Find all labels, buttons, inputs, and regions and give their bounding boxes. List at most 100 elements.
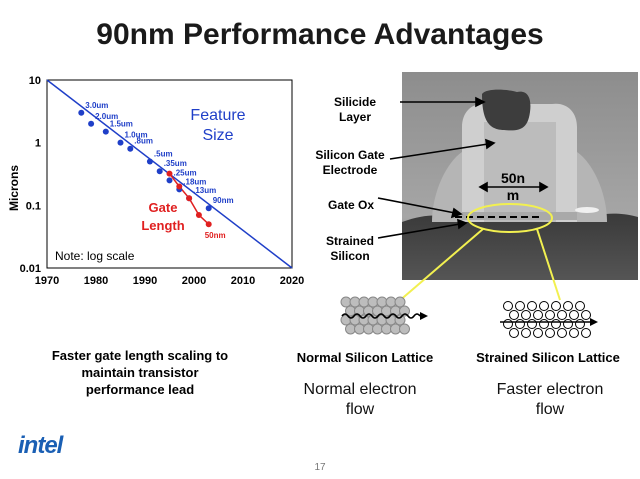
feature-size-legend-line1: Feature [190, 107, 245, 124]
highlight-line-strained [536, 228, 561, 301]
page-number: 17 [314, 462, 326, 473]
lattice-atom [527, 319, 537, 329]
normal-silicon-lattice-diagram [340, 296, 428, 335]
feature-size-point [78, 109, 85, 116]
feature-size-point [102, 128, 109, 135]
lattice-atom [521, 328, 531, 338]
x-tick-label: 1980 [84, 275, 108, 287]
lattice-atom [563, 301, 573, 311]
x-tick-label: 1970 [35, 275, 59, 287]
lattice-atom [557, 310, 567, 320]
lattice-atom [557, 328, 567, 338]
lattice-atom [569, 328, 579, 338]
lattice-atom [563, 319, 573, 329]
x-tick-label: 2000 [182, 275, 206, 287]
gate-length-point [195, 212, 202, 219]
scale-50nm-label: 50n m [500, 170, 526, 203]
lattice-atom [545, 310, 555, 320]
lattice-atom [551, 301, 561, 311]
strained-silicon-arrow [377, 223, 461, 239]
lattice-atom [521, 310, 531, 320]
lattice-atom [581, 310, 591, 320]
faster-flow-caption: Faster electron flow [496, 381, 604, 418]
normal-lattice-caption: Normal Silicon Lattice [296, 350, 434, 365]
electron-flow-arrow [341, 313, 421, 319]
electron-flow-arrowhead [590, 318, 598, 326]
feature-size-point-label: 3.0um [85, 101, 108, 110]
feature-size-point [166, 177, 173, 184]
lattice-atom [503, 301, 513, 311]
lattice-atom [399, 305, 410, 317]
lattice-atom [581, 328, 591, 338]
gate-length-point-label: 50nm [205, 231, 226, 240]
gate-length-point [166, 170, 173, 177]
lattice-atom [575, 301, 585, 311]
lattice-atom [539, 319, 549, 329]
feature-size-point-label: .13um [193, 186, 216, 195]
lattice-atom [539, 301, 549, 311]
y-tick-label: 10 [29, 75, 41, 87]
gate-length-point [176, 183, 183, 190]
lattice-atom [569, 310, 579, 320]
y-tick-label: 0.1 [26, 200, 41, 212]
gate-electrode-arrow [389, 143, 489, 160]
feature-size-point-label: 90nm [213, 196, 234, 205]
lattice-atom [515, 319, 525, 329]
x-tick-label: 1990 [133, 275, 157, 287]
y-tick-label: 0.01 [20, 263, 41, 275]
lattice-atom [545, 328, 555, 338]
y-axis-label: Microns [7, 165, 21, 211]
chart-marks: 3.0um2.0um1.5um1.0um.8um.5um.35um.25um.1… [46, 79, 293, 269]
channel-highlight-ellipse [467, 203, 553, 233]
feature-size-point [146, 158, 153, 165]
lattice-atom [509, 328, 519, 338]
feature-size-point-label: .5um [154, 150, 173, 159]
lattice-atom [527, 301, 537, 311]
feature-size-point-label: .8um [134, 137, 153, 146]
lattice-atom [533, 328, 543, 338]
lattice-atom [503, 319, 513, 329]
gate-ox-arrow [377, 197, 456, 214]
feature-size-point-label: 1.0um [125, 131, 148, 140]
lattice-atom [509, 310, 519, 320]
silicide-layer-label: Silicide Layer [333, 95, 377, 124]
slide-title: 90nm Performance Advantages [96, 18, 544, 51]
feature-size-point-label: .35um [164, 159, 187, 168]
gate-length-point [186, 195, 193, 202]
feature-size-point-label: .25um [174, 168, 197, 177]
gate-scaling-caption: Faster gate length scaling to maintain tr… [51, 348, 229, 397]
electron-flow-arrowhead [420, 312, 428, 320]
lattice-atom [533, 310, 543, 320]
strained-silicon-lattice-diagram [500, 301, 598, 338]
feature-size-point [156, 168, 163, 175]
lattice-atom [575, 319, 585, 329]
gate-ox-label: Gate Ox [327, 198, 375, 212]
feature-size-point-label: 2.0um [95, 112, 118, 121]
gate-length-legend-line2: Length [141, 218, 184, 233]
normal-flow-caption: Normal electron flow [303, 381, 417, 418]
feature-size-point [117, 139, 124, 146]
lattice-atom [515, 301, 525, 311]
gate-length-point [205, 221, 212, 228]
feature-size-point [205, 205, 212, 212]
strained-lattice-caption: Strained Silicon Lattice [476, 350, 620, 365]
strained-silicon-label: Strained Silicon [325, 234, 374, 263]
intel-logo: intel [18, 432, 63, 459]
transistor-cross-section-image [402, 72, 638, 280]
feature-size-point [88, 120, 95, 127]
silicon-gate-electrode-label: Silicon Gate Electrode [315, 148, 385, 177]
y-tick-label: 1 [35, 138, 41, 150]
log-scale-note: Note: log scale [55, 249, 135, 263]
lattice-atom [551, 319, 561, 329]
gate-length-legend-line1: Gate [149, 200, 178, 215]
highlight-line-normal [397, 228, 484, 303]
feature-size-legend-line2: Size [202, 127, 233, 144]
feature-size-point-label: .18um [183, 177, 206, 186]
lattice-atom [394, 296, 406, 308]
x-tick-label: 2010 [231, 275, 255, 287]
feature-size-point [127, 145, 134, 152]
feature-size-chart: 3.0um2.0um1.5um1.0um.8um.5um.35um.25um.1… [7, 75, 304, 287]
x-tick-label: 2020 [280, 275, 304, 287]
lattice-atom [399, 323, 410, 335]
